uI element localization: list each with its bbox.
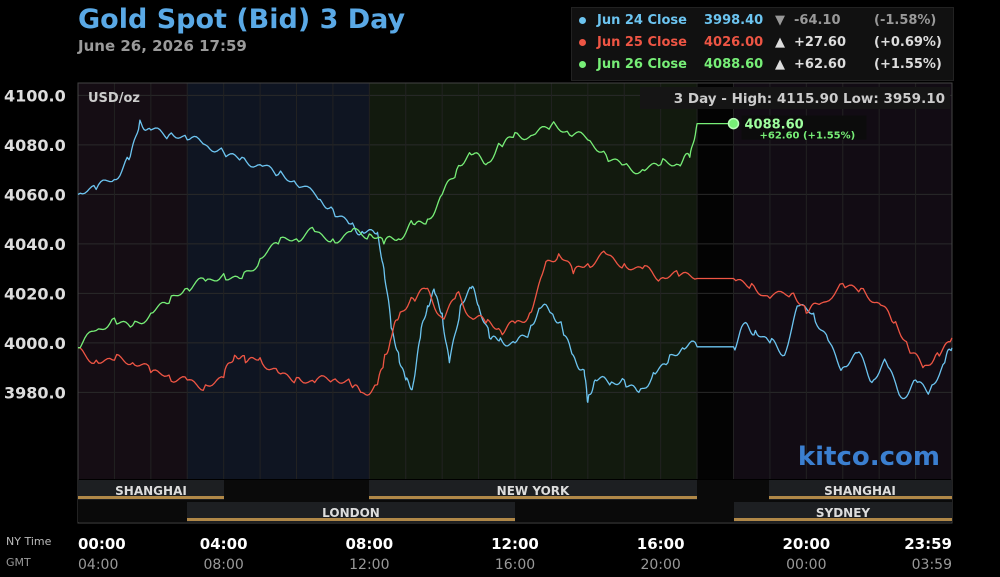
- legend-percent: (+0.69%): [874, 35, 942, 50]
- y-tick-label: 4020.0: [4, 284, 66, 303]
- stats-box: [640, 87, 950, 109]
- last-price-box: [741, 115, 867, 140]
- down-arrow-icon: ▼: [775, 13, 785, 28]
- legend-value: 3998.40: [704, 13, 764, 28]
- x-tick-gmt: 03:59: [912, 557, 952, 573]
- session-label-shanghai-2: SHANGHAI: [824, 484, 896, 498]
- y-tick-label: 4060.0: [4, 185, 66, 204]
- session-sydney: [734, 502, 952, 522]
- legend-dot-icon: [579, 61, 586, 68]
- session-underline: [734, 518, 952, 521]
- unit-label: USD/oz: [88, 91, 140, 106]
- session-shanghai-1: [78, 480, 224, 500]
- legend-percent: (-1.58%): [874, 13, 937, 28]
- y-tick-label: 3980.0: [4, 383, 66, 402]
- x-tick-ny: 12:00: [491, 535, 539, 553]
- legend-name: Jun 26 Close: [597, 57, 687, 72]
- chart-title: Gold Spot (Bid) 3 Day: [78, 4, 406, 35]
- x-tick-ny: 16:00: [637, 535, 685, 553]
- last-change-label: +62.60 (+1.55%): [760, 131, 856, 142]
- x-tick-gmt: 00:00: [786, 557, 826, 573]
- session-label-newyork: NEW YORK: [497, 484, 570, 498]
- session-underline: [769, 496, 952, 499]
- legend-change: +62.60: [794, 57, 847, 72]
- y-tick-label: 4100.0: [4, 86, 66, 105]
- session-shanghai-2: [769, 480, 952, 500]
- up-arrow-icon: ▲: [775, 35, 785, 50]
- plot-frame: [77, 82, 953, 524]
- x-tick-gmt: 04:00: [78, 557, 118, 573]
- market-closed-band: [697, 83, 734, 479]
- legend-item-jun26: Jun 26 Close 4088.60 ▲ +62.60 (+1.55%): [572, 55, 953, 75]
- x-tick-ny: 23:59: [904, 535, 952, 553]
- y-tick-label: 4080.0: [4, 136, 66, 155]
- last-price-marker: [727, 117, 740, 130]
- x-tick-ny: 04:00: [200, 535, 248, 553]
- session-underline: [369, 496, 697, 499]
- chart-datetime: June 26, 2026 17:59: [78, 37, 247, 55]
- legend-name: Jun 25 Close: [597, 35, 687, 50]
- x-axis: 00:00 04:00 04:00 08:00 08:00 12:00 12:00 16:00…: [78, 535, 952, 573]
- last-price-label: 4088.60: [745, 118, 804, 133]
- legend-value: 4088.60: [704, 57, 764, 72]
- series-line-2: [77, 250, 953, 396]
- x-tick-ny: 08:00: [345, 535, 393, 553]
- legend-dot-icon: [579, 17, 586, 24]
- legend-dot-icon: [579, 39, 586, 46]
- session-underline: [187, 518, 515, 521]
- y-axis: 4100.0 4080.0 4060.0 4040.0 4020.0 4000.0 3980…: [4, 86, 66, 402]
- kitco-watermark: kitco.com: [798, 442, 940, 472]
- y-tick-label: 4000.0: [4, 334, 66, 353]
- session-london: [187, 502, 515, 522]
- x-tick-ny: 20:00: [782, 535, 830, 553]
- session-newyork: [369, 480, 697, 500]
- x-tick-gmt: 08:00: [203, 557, 243, 573]
- legend-percent: (+1.55%): [874, 57, 942, 72]
- legend-item-jun25: Jun 25 Close 4026.00 ▲ +27.60 (+0.69%): [572, 33, 953, 53]
- legend-change: -64.10: [794, 13, 841, 28]
- newyork-session-band: [369, 83, 697, 479]
- asia-session-band: [78, 83, 187, 479]
- legend-name: Jun 24 Close: [597, 13, 687, 28]
- x-tick-gmt: 20:00: [640, 557, 680, 573]
- up-arrow-icon: ▲: [775, 57, 785, 72]
- gmt-label: GMT: [6, 556, 31, 569]
- series-layer: [77, 119, 953, 403]
- high-low-stats: 3 Day - High: 4115.90 Low: 3959.10: [674, 91, 945, 107]
- x-tick-gmt: 12:00: [349, 557, 389, 573]
- legend-change: +27.60: [794, 35, 847, 50]
- legend-item-jun24: Jun 24 Close 3998.40 ▼ -64.10 (-1.58%): [572, 11, 953, 31]
- session-label-sydney: SYDNEY: [816, 506, 871, 520]
- x-tick-ny: 00:00: [78, 535, 126, 553]
- session-label-shanghai-1: SHANGHAI: [115, 484, 187, 498]
- session-underline: [78, 496, 224, 499]
- series-line-3: [77, 121, 734, 349]
- legend-value: 4026.00: [704, 35, 764, 50]
- session-label-london: LONDON: [322, 506, 380, 520]
- legend-panel: Jun 24 Close 3998.40 ▼ -64.10 (-1.58%) J…: [571, 7, 954, 81]
- x-tick-gmt: 16:00: [495, 557, 535, 573]
- ny-time-label: NY Time: [6, 535, 52, 548]
- y-tick-label: 4040.0: [4, 235, 66, 254]
